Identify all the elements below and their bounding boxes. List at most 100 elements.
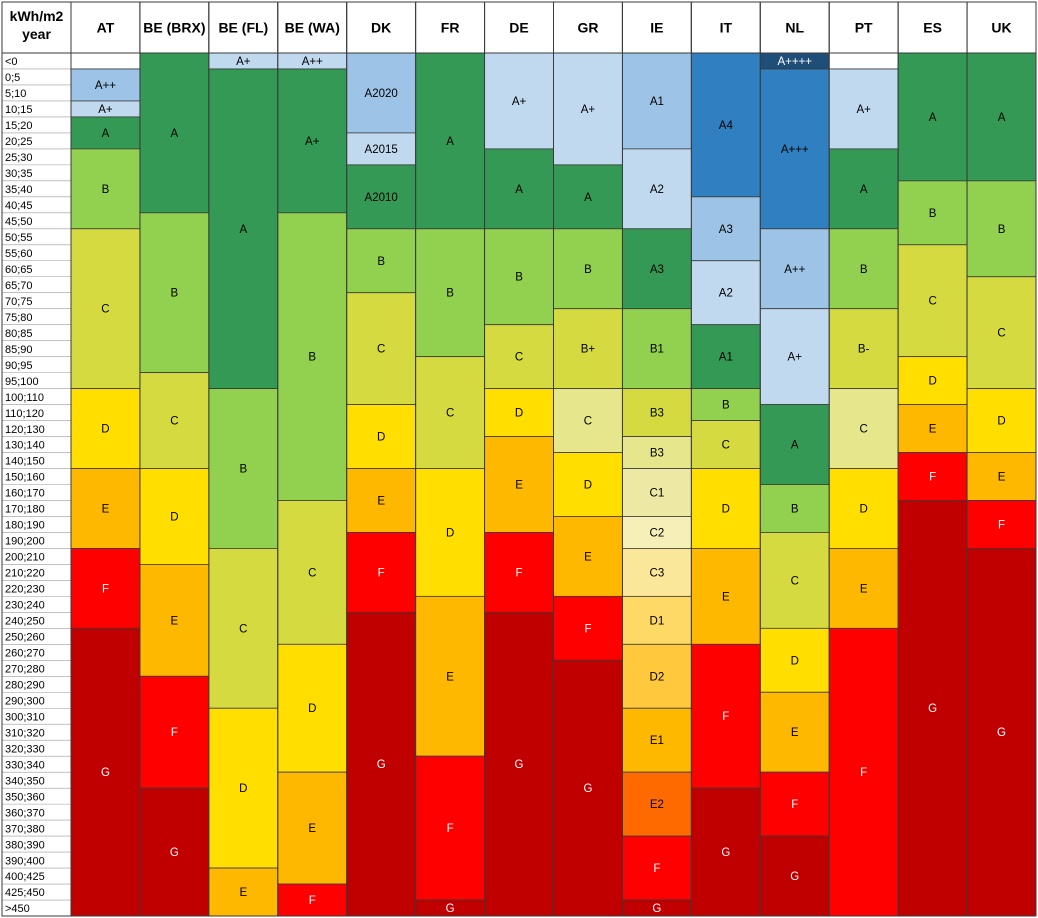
- band-cell: [897, 452, 968, 501]
- band-label: B+: [581, 344, 596, 356]
- band-label: A++: [784, 264, 805, 276]
- band-cell: [828, 548, 899, 629]
- band-label: D: [928, 376, 936, 388]
- band-cell: [553, 228, 623, 310]
- band-label: E2: [650, 799, 664, 811]
- row-label: 120;130: [5, 424, 45, 436]
- row-label: <0: [5, 56, 18, 68]
- band-label: A: [446, 136, 454, 148]
- band-label: D: [722, 503, 730, 515]
- row-label: 35;40: [5, 184, 33, 196]
- row-label: 260;270: [5, 648, 45, 660]
- row-label: 220;230: [5, 584, 45, 596]
- band-label: D: [515, 408, 523, 420]
- band-label: C3: [650, 567, 665, 579]
- band-cell: [622, 148, 692, 230]
- row-label: 320;330: [5, 743, 45, 755]
- band-label: B: [584, 264, 592, 276]
- row-label: 290;300: [5, 695, 45, 707]
- band-label: A: [239, 224, 247, 236]
- band-cell: [553, 164, 623, 230]
- band-label: F: [860, 767, 867, 779]
- band-cell: [690, 260, 761, 326]
- band-label: G: [377, 759, 386, 771]
- column-header-cell: [966, 1, 1037, 54]
- band-cell: [70, 148, 141, 230]
- band-label: A: [102, 128, 110, 140]
- row-label: 60;65: [5, 264, 33, 276]
- band-cell: [828, 627, 899, 917]
- band-label: E: [722, 591, 730, 603]
- column-header-cell: [828, 1, 899, 54]
- band-label: A++: [302, 56, 323, 68]
- band-label: D: [308, 703, 316, 715]
- band-label: A1: [719, 352, 733, 364]
- band-label: E: [446, 671, 454, 683]
- band-cell: [346, 468, 417, 533]
- band-cell: [828, 148, 899, 230]
- band-label: B: [860, 264, 868, 276]
- band-label: A+: [856, 104, 871, 116]
- band-label: E: [377, 495, 385, 507]
- band-label: B-: [858, 344, 870, 356]
- band-label: G: [721, 847, 730, 859]
- band-cell: [553, 52, 623, 166]
- band-label: C: [308, 567, 316, 579]
- row-label: 370;380: [5, 823, 45, 835]
- column-header-cell: [621, 1, 692, 54]
- column-header-cell: [415, 1, 486, 54]
- band-label: F: [791, 799, 798, 811]
- column-header: DK: [371, 20, 391, 36]
- band-cell: [277, 68, 348, 214]
- band-label: G: [790, 871, 799, 883]
- row-label: 210;220: [5, 568, 45, 580]
- band-cell: [759, 68, 830, 230]
- row-label: 230;240: [5, 600, 45, 612]
- band-cell: [690, 420, 761, 469]
- row-label: 300;310: [5, 711, 45, 723]
- band-label: B3: [650, 448, 664, 460]
- row-label: 75;80: [5, 312, 33, 324]
- band-label: C: [239, 623, 247, 635]
- band-label: A2: [650, 184, 664, 196]
- column-header: BE (FL): [218, 20, 268, 36]
- corner-header-text: year: [22, 26, 51, 42]
- row-label: 250;260: [5, 632, 45, 644]
- row-label: 5;10: [5, 88, 26, 100]
- band-cell: [70, 52, 141, 70]
- band-label: A2010: [365, 192, 398, 204]
- band-cell: [553, 659, 623, 917]
- band-label: A+: [236, 56, 251, 68]
- band-cell: [208, 707, 279, 869]
- column-header-cell: [277, 1, 348, 54]
- band-label: C: [515, 352, 523, 364]
- row-label: 200;210: [5, 552, 45, 564]
- band-label: F: [378, 567, 385, 579]
- band-label: G: [170, 847, 179, 859]
- band-cell: [759, 308, 830, 405]
- band-label: C: [170, 416, 178, 428]
- column-header-cell: [690, 1, 761, 54]
- band-cell: [139, 564, 210, 677]
- row-label: 0;5: [5, 72, 20, 84]
- band-label: D: [791, 655, 799, 667]
- band-label: E: [171, 615, 179, 627]
- band-label: C: [446, 408, 454, 420]
- band-label: F: [929, 472, 936, 484]
- band-label: A+++: [781, 144, 809, 156]
- band-label: B: [377, 256, 385, 268]
- band-cell: [346, 164, 417, 230]
- band-cell: [828, 388, 899, 469]
- row-label: 45;50: [5, 216, 33, 228]
- row-label: 110;120: [5, 408, 44, 420]
- band-label: B: [791, 503, 799, 515]
- band-cell: [553, 388, 623, 453]
- band-label: C2: [650, 527, 665, 539]
- band-label: A4: [719, 120, 734, 132]
- band-label: G: [928, 703, 937, 715]
- band-label: F: [722, 711, 729, 723]
- column-header: AT: [97, 20, 115, 36]
- band-cell: [553, 516, 623, 597]
